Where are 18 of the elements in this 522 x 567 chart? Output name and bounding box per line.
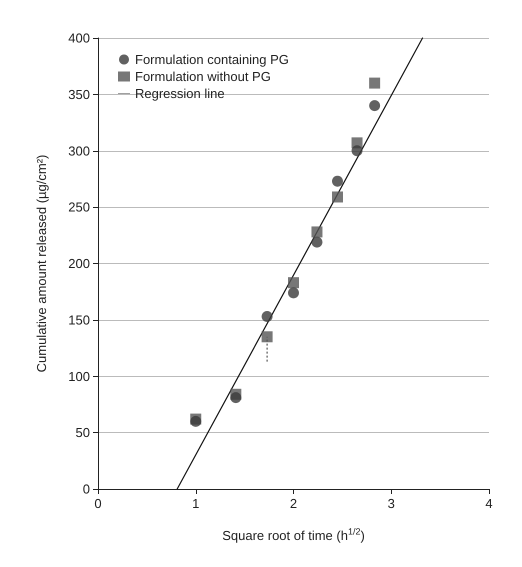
y-tick-label: 350 [68,86,90,102]
x-tick-label: 0 [94,496,102,511]
x-tick-label: 4 [485,496,493,511]
x-tick-label: 1 [192,496,200,511]
legend-label: Regression line [135,86,225,101]
x-tick-label: 2 [290,496,298,511]
y-tick-label: 250 [68,200,90,215]
y-tick-label: 400 [68,30,90,46]
x-tick-label: 3 [388,496,395,511]
y-tick-label: 100 [68,368,90,384]
y-tick-label: 300 [68,143,90,158]
y-tick-label: 0 [82,482,90,496]
y-tick-label: 200 [68,256,90,271]
y-axis-title: Cumulative amount released (µg/cm²) [34,154,49,372]
y-tick-label: 150 [68,312,90,328]
y-tick-label: 50 [76,425,90,440]
legend-label: Formulation containing PG [135,52,289,67]
legend-label: Formulation without PG [135,69,271,84]
